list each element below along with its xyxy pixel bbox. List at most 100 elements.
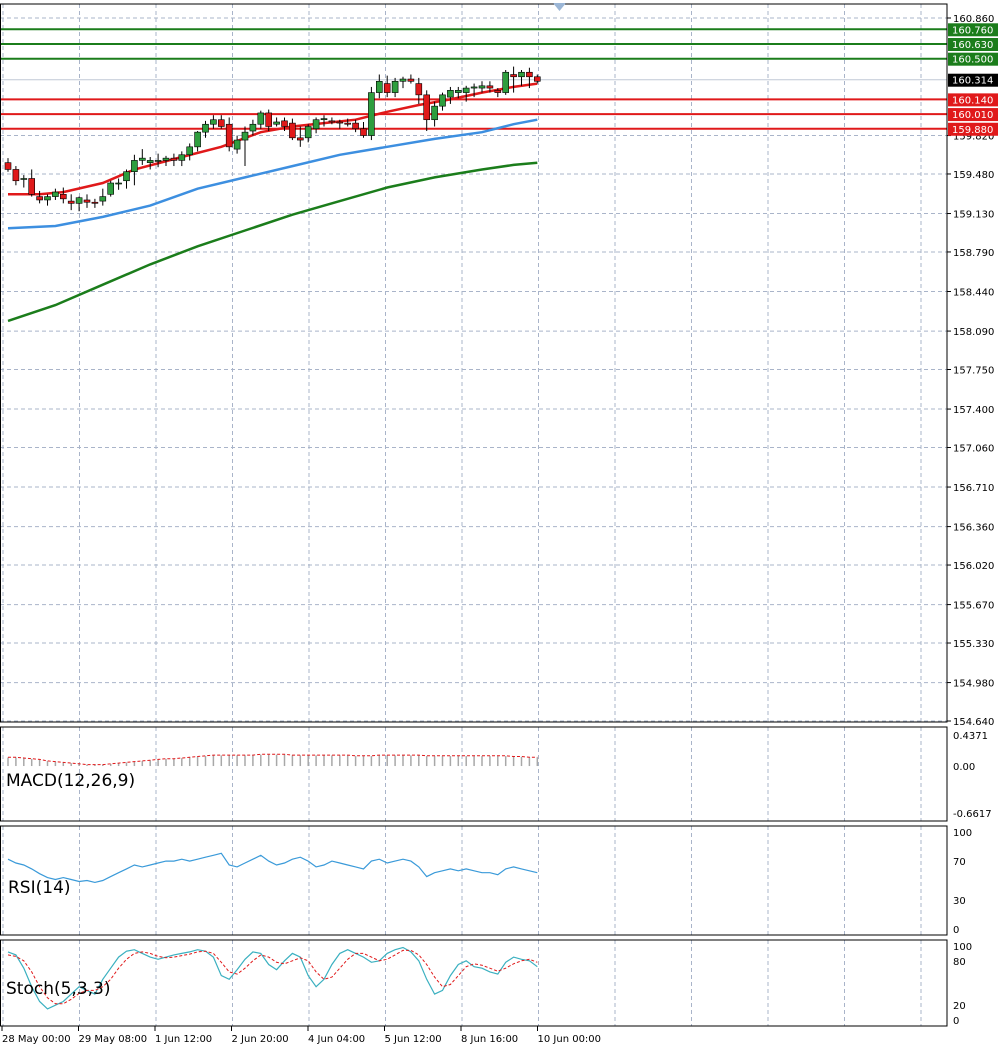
indicator-panels: MACD(12,26,9) 0.4371 0.00 -0.6617 RSI(14) 100… [6,731,992,1027]
candle-body [360,128,367,136]
candle-body [257,112,265,125]
candle [146,157,154,170]
candle-body [115,182,122,185]
candle [383,75,391,98]
candle [162,155,170,167]
resistance-price-label-box [948,23,998,37]
candlestick-series [4,66,541,212]
candle [91,198,99,208]
candle-body [415,83,423,96]
candle [470,83,478,98]
macd-tick-label: 0.00 [953,762,975,773]
candle-body [139,157,146,161]
price-tick-label: 158.790 [953,248,994,259]
chart-shift-marker-icon[interactable] [553,3,566,11]
candle [478,81,486,93]
candle [99,188,107,206]
candle [12,166,20,186]
time-tick-label: 2 Jun 20:00 [232,1034,289,1045]
resistance-price-label: 160.760 [952,25,993,36]
candle-body [186,146,193,156]
candle-body [218,119,225,127]
price-tick-label: 158.440 [953,288,994,299]
candle-body [59,194,67,200]
candle [249,119,257,136]
price-tick-label: 159.480 [953,170,994,181]
candle [368,86,375,141]
candle-body [518,71,525,78]
candle-body [462,87,470,93]
support-price-label-box [948,93,998,107]
candle [123,169,130,189]
candle [75,196,83,212]
candle-body [352,122,359,130]
price-tick-label: 155.330 [953,639,994,650]
candle-body [304,126,312,139]
rsi-tick-label: 100 [953,828,972,839]
candle [462,85,470,102]
macd-signal-line [8,753,538,766]
candle [115,178,122,190]
candle-body [375,80,383,93]
rsi-line [7,852,538,884]
candle [59,187,67,204]
candle [154,153,162,168]
time-tick-label: 5 Jun 12:00 [385,1034,442,1045]
candle-body [486,85,494,89]
candle [526,67,533,89]
price-tick-label: 156.360 [953,523,994,534]
candle-body [75,197,83,204]
candle-body [91,201,99,204]
price-tick-label: 154.980 [953,679,994,690]
support-price-label: 159.880 [952,125,993,136]
candle-body [368,92,375,136]
candle [44,194,51,206]
candle [360,121,367,138]
candle [296,126,304,147]
candle-body [44,196,51,201]
resistance-price-label-box [948,52,998,66]
stoch-signal-line [7,949,538,1005]
candle-body [131,160,138,173]
candle [320,115,328,127]
candle [415,77,423,104]
candle-body [146,160,154,163]
candle-body [281,120,288,127]
level-price-labels: 160.760 160.630 160.500 160.140 160.010 159.8… [948,23,998,136]
candle-body [225,123,233,148]
candle-body [4,162,12,170]
stoch-tick-label: 20 [953,1001,966,1012]
candle-body [99,196,107,202]
stoch-label: Stoch(5,3,3) [6,979,111,999]
stoch-tick-label: 80 [953,957,966,968]
candle [36,190,43,204]
moving-average-line [7,161,538,323]
candle [241,126,249,167]
candle-body [52,191,59,197]
candle [407,74,415,84]
candle [281,117,288,132]
time-tick-label: 29 May 08:00 [79,1034,148,1045]
candle-body [107,182,114,195]
candle [52,188,59,200]
candle-body [67,200,75,204]
candle-body [162,157,170,161]
candle [210,115,217,129]
candle [202,120,209,138]
candle-body [439,94,446,107]
price-tick-label: 154.640 [953,717,994,728]
candle-body [233,139,241,150]
candle [304,124,312,143]
price-tick-label: 159.130 [953,210,994,221]
resistance-price-label-box [948,37,998,51]
candle-body [502,71,510,93]
candle-body [296,137,304,141]
candle [352,119,359,133]
candle-body [178,154,186,161]
candle-body [431,105,438,121]
candle [139,149,146,165]
candle-body [202,123,209,133]
candle-body [383,83,391,93]
